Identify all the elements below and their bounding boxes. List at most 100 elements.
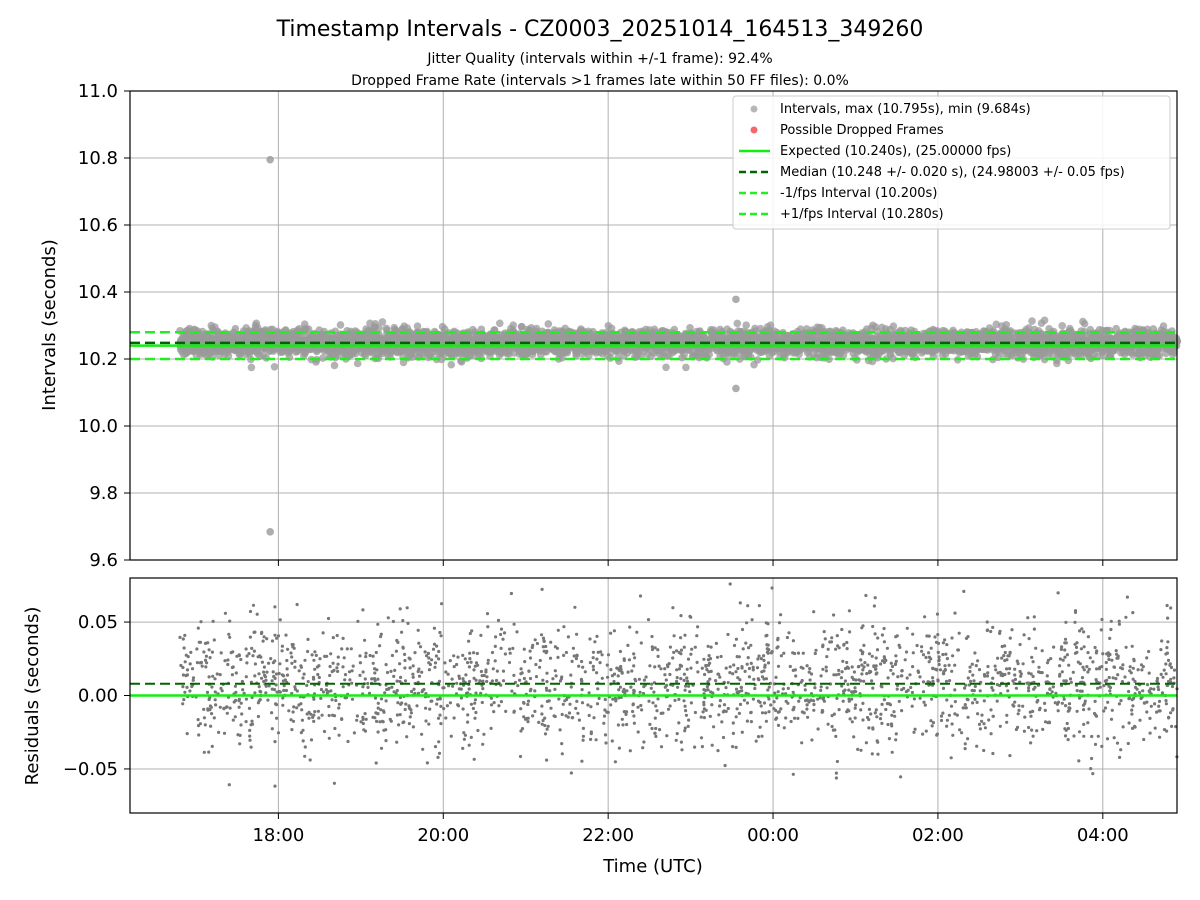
- residual-point: [1110, 708, 1114, 712]
- intervals-y-tick-label: 10.2: [78, 349, 118, 370]
- residual-point: [473, 716, 477, 720]
- residual-point: [211, 619, 215, 624]
- residual-point: [1074, 645, 1079, 650]
- residual-point: [523, 660, 527, 664]
- residual-point: [594, 738, 598, 742]
- residual-point: [466, 713, 470, 717]
- residual-point: [924, 729, 928, 733]
- residual-point: [699, 715, 703, 719]
- legend-minus-label: -1/fps Interval (10.200s): [780, 186, 937, 201]
- residual-point: [837, 668, 841, 673]
- residual-point: [1087, 707, 1091, 711]
- residual-point: [659, 667, 663, 671]
- residual-point: [890, 713, 894, 717]
- interval-point: [889, 322, 898, 331]
- residual-point: [238, 742, 242, 746]
- residual-point: [322, 729, 327, 734]
- residual-point: [666, 688, 670, 693]
- residual-point: [612, 679, 616, 684]
- residual-point: [213, 690, 217, 694]
- residual-point: [462, 731, 466, 735]
- residual-point: [986, 664, 990, 669]
- residual-point: [358, 654, 362, 658]
- residual-point: [887, 737, 892, 741]
- interval-point: [1058, 322, 1066, 330]
- residual-point: [411, 675, 415, 679]
- residual-point: [202, 707, 206, 712]
- residual-point: [403, 666, 407, 670]
- residual-point: [234, 690, 238, 694]
- residual-point: [343, 673, 348, 677]
- residual-point: [244, 647, 248, 651]
- residual-point: [191, 676, 196, 680]
- residual-point: [626, 643, 630, 648]
- residual-point: [724, 686, 728, 690]
- residual-point: [510, 689, 514, 693]
- residual-point: [325, 654, 329, 658]
- residual-point: [663, 667, 667, 671]
- interval-point: [1002, 321, 1011, 329]
- residual-point: [331, 636, 335, 640]
- residual-point: [1112, 736, 1116, 740]
- interval-point: [1155, 351, 1164, 360]
- residual-point: [812, 699, 816, 703]
- residual-point: [953, 688, 957, 692]
- residual-point: [894, 732, 898, 736]
- residual-point: [808, 678, 812, 682]
- residual-point: [589, 705, 593, 709]
- residual-point: [373, 696, 378, 700]
- residual-point: [653, 646, 657, 650]
- intervals-y-tick-label: 10.0: [78, 416, 118, 437]
- residual-point: [634, 679, 638, 683]
- intervals-axes-frame: [129, 90, 1178, 561]
- residual-point: [474, 661, 479, 665]
- residual-point: [852, 670, 857, 674]
- residual-point: [882, 626, 886, 631]
- chart-subtitle-jitter: Jitter Quality (intervals within +/-1 fr…: [426, 51, 772, 67]
- residual-point: [770, 586, 774, 590]
- intervals-panel: 9.69.810.010.210.410.610.811.0 Intervals…: [39, 81, 1182, 571]
- residual-point: [533, 689, 537, 693]
- residual-point: [976, 659, 980, 663]
- residual-point: [728, 582, 732, 586]
- interval-point: [270, 363, 279, 371]
- residual-point: [1016, 662, 1020, 666]
- interval-point: [742, 321, 750, 330]
- residual-point: [376, 677, 380, 681]
- interval-point: [1028, 317, 1036, 325]
- residual-point: [367, 691, 372, 695]
- residual-point: [1032, 615, 1036, 619]
- residual-point: [406, 621, 410, 626]
- residual-point: [259, 631, 264, 636]
- residual-point: [904, 650, 909, 654]
- residual-point: [275, 636, 279, 640]
- residual-point: [555, 646, 560, 650]
- interval-outlier-point: [266, 528, 274, 536]
- residual-point: [371, 661, 375, 665]
- residual-point: [831, 728, 836, 732]
- residual-point: [848, 717, 852, 721]
- residual-point: [1086, 721, 1090, 725]
- residual-point: [262, 665, 266, 669]
- residual-point: [1079, 647, 1083, 651]
- residual-point: [876, 752, 880, 756]
- residual-point: [1061, 658, 1065, 662]
- interval-point: [751, 324, 759, 333]
- residual-point: [674, 738, 678, 742]
- interval-point: [1053, 359, 1061, 368]
- residual-point: [518, 678, 522, 682]
- residual-point: [494, 635, 498, 639]
- residual-point: [472, 676, 476, 680]
- residual-point: [762, 701, 767, 705]
- residual-point: [181, 673, 185, 677]
- residual-point: [600, 676, 604, 680]
- residual-point: [745, 701, 750, 705]
- residual-point: [448, 701, 452, 705]
- legend-frame: [732, 95, 1171, 230]
- residual-point: [319, 696, 323, 701]
- residual-point: [603, 708, 607, 712]
- intervals-y-tick-label: 10.6: [78, 215, 118, 236]
- residual-point: [655, 709, 659, 713]
- residual-point: [1066, 738, 1070, 742]
- residual-point: [196, 718, 200, 722]
